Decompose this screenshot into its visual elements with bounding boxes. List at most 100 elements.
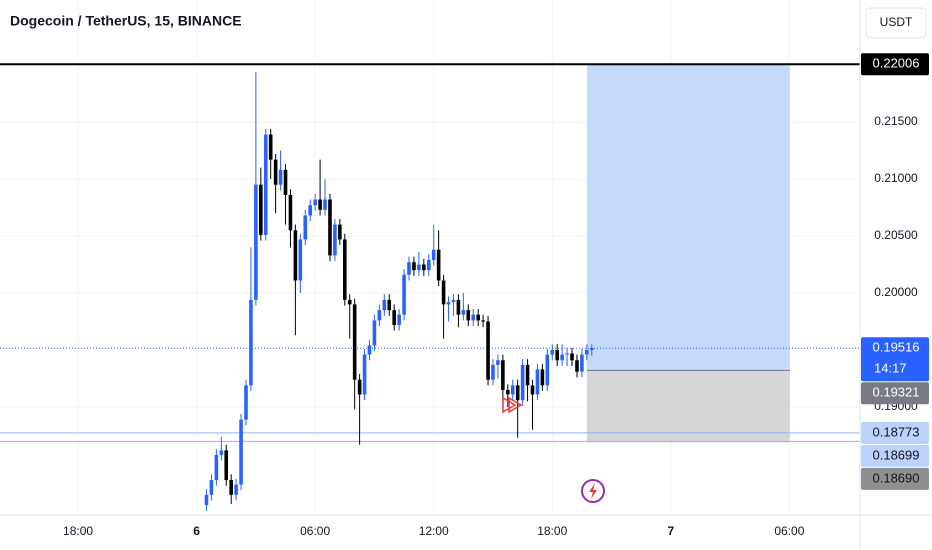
candle-body	[525, 364, 530, 386]
candle-body	[244, 385, 248, 420]
price-label-box	[861, 382, 929, 405]
candle-body	[392, 310, 396, 325]
price-label-box	[861, 444, 929, 467]
candle-body	[268, 134, 273, 160]
candle-body	[382, 299, 387, 311]
currency-button[interactable]	[865, 7, 927, 39]
profit-zone	[586, 64, 790, 371]
signal-icon	[502, 396, 523, 414]
chart-title: Dogecoin / TetherUS, 15, BINANCE	[10, 13, 242, 29]
price-label-box	[861, 467, 929, 490]
candle-body	[481, 320, 485, 322]
candle-body	[451, 299, 456, 303]
candle-body	[417, 264, 421, 271]
candle-body	[426, 259, 431, 271]
candle-body	[446, 302, 451, 305]
x-tick-label: 06:00	[300, 524, 330, 538]
candle-body	[362, 354, 367, 395]
candle-body	[352, 304, 357, 380]
candle-body	[347, 299, 352, 305]
candle-body	[422, 264, 426, 271]
candle-body	[441, 280, 446, 305]
price-label-box	[861, 421, 929, 444]
candle-body	[372, 320, 377, 346]
y-tick-label: 0.20000	[874, 285, 918, 299]
x-tick-label: 18:00	[63, 524, 93, 538]
candle-body	[318, 199, 322, 210]
candle-body	[209, 479, 214, 495]
candle-body	[540, 369, 545, 386]
candle-body	[259, 184, 263, 235]
price-label-box	[861, 53, 929, 76]
candle-body	[589, 348, 594, 351]
candle-body	[239, 419, 243, 485]
candle-body	[436, 249, 441, 281]
y-tick-label: 0.21000	[874, 171, 918, 185]
currency-label[interactable]: USDT	[880, 15, 913, 29]
candle-body	[219, 450, 224, 455]
candle-body	[229, 479, 233, 495]
position-layer	[0, 63, 860, 443]
candle-body	[520, 364, 525, 401]
price-label: 0.19516	[873, 340, 920, 355]
candle-body	[407, 262, 411, 275]
candle-body	[273, 159, 278, 185]
price-label-box	[861, 337, 929, 382]
candle-body	[283, 169, 288, 195]
price-label: 0.22006	[873, 56, 920, 71]
candle-body	[550, 350, 555, 355]
candle-body	[367, 345, 372, 355]
candle-body	[535, 369, 540, 395]
candle-body	[476, 314, 480, 321]
candle-body	[466, 310, 471, 321]
candle-body	[397, 314, 401, 325]
candle-body	[570, 353, 574, 361]
x-tick-label: 06:00	[774, 524, 804, 538]
axis-layer: 18:00 6 06:00 12:00 18:00 7 06:00 0.21500 0.2100…	[63, 53, 929, 538]
y-tick-label: 0.21500	[874, 114, 918, 128]
candle-body	[263, 134, 268, 235]
price-label: 0.18690	[873, 470, 920, 485]
candle-body	[456, 299, 461, 315]
candles	[204, 71, 594, 511]
price-label: 0.18699	[873, 447, 920, 462]
candle-body	[506, 389, 510, 395]
candle-body	[580, 354, 584, 372]
y-tick-label: 0.20500	[874, 228, 918, 242]
candle-body	[224, 450, 229, 480]
price-label: 0.18773	[873, 424, 920, 439]
candle-body	[278, 169, 283, 185]
event-icon	[581, 479, 605, 503]
candle-body	[214, 454, 219, 480]
candle-body	[298, 239, 303, 281]
candle-body	[585, 350, 589, 355]
candle-body	[338, 224, 342, 240]
candle-body	[377, 310, 382, 321]
x-tick-label: 6	[193, 524, 200, 538]
x-tick-label: 18:00	[537, 524, 567, 538]
candle-body	[555, 350, 559, 361]
candle-body	[501, 360, 505, 390]
candle-body	[288, 194, 293, 231]
candle-body	[575, 360, 579, 372]
candle-body	[357, 379, 362, 395]
loss-zone	[586, 370, 790, 443]
x-tick-label: 12:00	[419, 524, 449, 538]
candle-body	[496, 360, 500, 365]
candle-body	[328, 199, 332, 256]
candle-body	[323, 199, 327, 210]
candle-body	[303, 215, 308, 240]
countdown: 14:17	[874, 361, 907, 376]
candle-body	[491, 364, 495, 380]
candle-body	[387, 299, 392, 311]
candle-body	[515, 385, 520, 401]
x-tick-label: 7	[667, 524, 674, 538]
candle-body	[461, 310, 466, 315]
candle-body	[510, 385, 515, 395]
candle-body	[471, 314, 476, 321]
candle-body	[333, 224, 337, 256]
candle-body	[254, 184, 258, 300]
candle-body	[293, 230, 298, 281]
candle-body	[412, 262, 416, 271]
